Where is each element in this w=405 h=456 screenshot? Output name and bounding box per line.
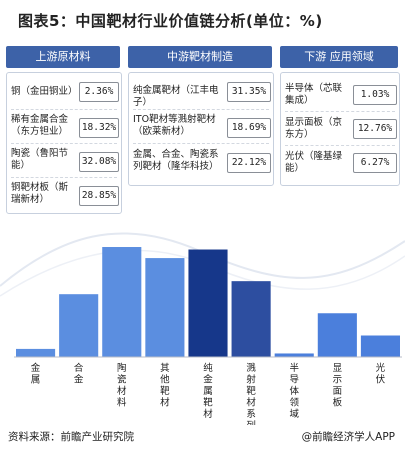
x-tick-label: 金属 xyxy=(31,362,41,386)
midstream-row-label: 纯金属靶材（江丰电子） xyxy=(133,85,219,108)
downstream-row-label: 半导体（芯联集成） xyxy=(285,83,343,106)
upstream-row-label: 铜靶材板（斯瑞新材） xyxy=(11,182,69,205)
upstream-row-label: 陶瓷（鲁阳节能） xyxy=(11,148,69,171)
upstream-header: 上游原材料 xyxy=(6,46,120,68)
x-tick-label: 陶瓷材料 xyxy=(117,362,127,409)
row-divider xyxy=(133,143,269,144)
row-divider xyxy=(285,145,395,146)
bar-合金 xyxy=(59,294,99,357)
bar-其他靶材 xyxy=(145,258,185,357)
bar-纯金属靶材 xyxy=(188,249,228,357)
bar-chart: 金属 合金 陶瓷材料 其他靶材 纯金属靶材 溅射靶材系列 半导体领域 显示面板 光伏 xyxy=(14,247,402,425)
downstream-row-value: 12.76% xyxy=(353,119,397,139)
upstream-row-value: 28.85% xyxy=(79,186,119,206)
row-divider xyxy=(11,109,117,110)
bar-显示面板 xyxy=(317,313,357,357)
midstream-row-value: 31.35% xyxy=(227,82,271,102)
brand-watermark: @前瞻经济学人APP xyxy=(301,431,395,443)
row-divider xyxy=(11,177,117,178)
row-divider xyxy=(285,111,395,112)
midstream-header: 中游靶材制造 xyxy=(128,46,272,68)
x-tick-label: 合金 xyxy=(74,362,84,386)
bar-半导体领域 xyxy=(274,353,314,357)
x-tick-label: 溅射靶材系列 xyxy=(246,362,256,425)
midstream-card: 纯金属靶材（江丰电子） 31.35% ITO靶材等溅射靶材（欧莱新材） 18.6… xyxy=(128,72,274,186)
midstream-row-label: 金属、合金、陶瓷系列靶材（隆华科技） xyxy=(133,149,219,172)
downstream-card: 半导体（芯联集成） 1.03% 显示面板（京东方） 12.76% 光伏（隆基绿能… xyxy=(280,72,400,186)
midstream-row-value: 22.12% xyxy=(227,153,271,173)
downstream-row-label: 显示面板（京东方） xyxy=(285,117,343,140)
x-tick-label: 其他靶材 xyxy=(160,363,170,409)
source-note: 资料来源：前瞻产业研究院 xyxy=(8,431,134,443)
x-tick-label: 光伏 xyxy=(376,362,386,386)
x-tick-label: 半导体领域 xyxy=(289,362,299,420)
x-tick-label: 显示面板 xyxy=(333,363,343,409)
downstream-row-value: 6.27% xyxy=(353,153,397,173)
midstream-row-label: ITO靶材等溅射靶材（欧莱新材） xyxy=(133,114,216,137)
bar-光伏 xyxy=(360,335,400,357)
upstream-row-value: 18.32% xyxy=(79,118,119,138)
upstream-row-value: 32.08% xyxy=(79,152,119,172)
upstream-row-label: 铜（金田铜业） xyxy=(11,86,78,97)
upstream-card: 铜（金田铜业） 2.36% 稀有金属合金（东方钽业） 18.32% 陶瓷（鲁阳节… xyxy=(6,72,122,214)
bar-金属 xyxy=(16,348,56,357)
downstream-row-label: 光伏（隆基绿能） xyxy=(285,151,343,174)
bar-溅射靶材系列 xyxy=(231,281,271,357)
upstream-row-value: 2.36% xyxy=(79,82,119,102)
downstream-row-value: 1.03% xyxy=(353,85,397,105)
bar-陶瓷材料 xyxy=(102,247,142,357)
downstream-header: 下游 应用领域 xyxy=(280,46,398,68)
chart-title: 图表5：中国靶材行业价值链分析(单位：%) xyxy=(18,12,323,30)
midstream-row-value: 18.69% xyxy=(227,118,271,138)
row-divider xyxy=(11,143,117,144)
upstream-row-label: 稀有金属合金（东方钽业） xyxy=(11,114,69,137)
x-tick-label: 纯金属靶材 xyxy=(203,362,213,420)
row-divider xyxy=(133,109,269,110)
